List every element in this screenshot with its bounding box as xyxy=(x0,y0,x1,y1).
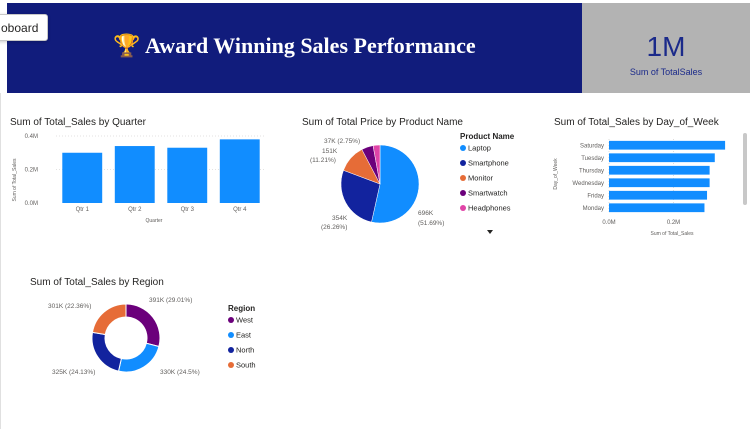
region-legend-marker xyxy=(228,347,234,353)
header-banner: 🏆 Award Winning Sales Performance xyxy=(7,3,582,93)
region-chart[interactable]: 391K (29.01%) 330K (24.5%) 325K (24.13%)… xyxy=(30,288,290,388)
region-label-west: 391K (29.01%) xyxy=(149,297,192,304)
product-legend-marker xyxy=(460,205,466,211)
product-label-monitor: 151K xyxy=(322,148,338,155)
day-xlabel: Sum of Total_Sales xyxy=(651,231,694,237)
product-label-smartphone-pct: (26.26%) xyxy=(321,224,347,231)
region-slice-west xyxy=(125,303,161,348)
product-slice-laptop xyxy=(371,144,420,224)
quarter-bar-qtr-1 xyxy=(62,152,103,203)
quarter-bar-qtr-2 xyxy=(114,146,155,203)
region-slice-north xyxy=(91,331,122,372)
day-ytick: Monday xyxy=(583,206,604,212)
quarter-ytick: 0.4M xyxy=(25,134,38,140)
trophy-icon: 🏆 xyxy=(113,33,141,58)
kpi-card[interactable]: 1M Sum of TotalSales xyxy=(582,3,750,93)
day-ylabel: Day_of_Week xyxy=(553,158,559,190)
day-ytick: Thursday xyxy=(579,168,604,174)
tooltip-text: oboard xyxy=(1,21,39,35)
region-legend-south: South xyxy=(236,361,256,370)
region-label-north: 325K (24.13%) xyxy=(52,369,95,376)
product-legend-marker xyxy=(460,190,466,196)
day-bar-friday xyxy=(609,190,708,200)
quarter-xtick: Qtr 4 xyxy=(233,207,247,213)
region-legend-north: North xyxy=(236,346,254,355)
product-label-laptop-pct: (51.69%) xyxy=(418,220,444,227)
day-xtick: 0.0M xyxy=(602,220,615,226)
product-label-smartphone: 354K xyxy=(332,215,348,222)
scrollbar[interactable] xyxy=(743,133,747,205)
kpi-label: Sum of TotalSales xyxy=(629,67,703,77)
page-border xyxy=(0,93,1,429)
day-ytick: Tuesday xyxy=(581,156,604,162)
product-label-headphones: 37K (2.75%) xyxy=(324,138,360,145)
region-legend-marker xyxy=(228,332,234,338)
region-legend-east: East xyxy=(236,331,252,340)
product-label-laptop: 696K xyxy=(418,210,434,217)
quarter-ylabel: Sum of Total_Sales xyxy=(12,158,18,201)
day-chart-title: Sum of Total_Sales by Day_of_Week xyxy=(554,117,719,128)
quarter-bar-qtr-3 xyxy=(167,147,208,203)
day-chart[interactable]: Day_of_Week Saturday Tuesday Thursday Wedne… xyxy=(552,128,742,240)
region-legend-marker xyxy=(228,362,234,368)
product-legend-smartwatch: Smartwatch xyxy=(468,189,508,198)
quarter-xtick: Qtr 3 xyxy=(181,207,195,213)
quarter-bar-qtr-4 xyxy=(219,139,260,203)
region-legend-marker xyxy=(228,317,234,323)
product-legend-monitor: Monitor xyxy=(468,174,494,183)
product-legend-marker xyxy=(460,175,466,181)
product-chart[interactable]: 37K (2.75%) 151K (11.21%) 354K (26.26%) … xyxy=(300,128,525,243)
product-legend-smartphone: Smartphone xyxy=(468,159,509,168)
product-legend-marker xyxy=(460,145,466,151)
product-legend-marker xyxy=(460,160,466,166)
day-ytick: Wednesday xyxy=(572,181,604,187)
product-slice-headphones xyxy=(372,144,381,185)
page-title: 🏆 Award Winning Sales Performance xyxy=(113,33,476,58)
day-bar-wednesday xyxy=(609,178,710,188)
region-slice-south xyxy=(91,303,127,336)
day-xtick: 0.2M xyxy=(667,220,680,226)
day-ytick: Friday xyxy=(587,193,604,199)
day-bar-tuesday xyxy=(609,153,715,163)
region-legend-title: Region xyxy=(228,304,255,313)
quarter-chart[interactable]: Sum of Total_Sales 0.4M 0.2M 0.0M Qtr 1 Qtr… xyxy=(8,128,270,228)
day-bar-monday xyxy=(609,203,705,213)
tooltip-popup[interactable]: oboard xyxy=(0,14,48,41)
region-slice-east xyxy=(117,342,160,373)
day-bar-saturday xyxy=(609,140,726,150)
product-legend-title: Product Name xyxy=(460,132,515,141)
quarter-chart-title: Sum of Total_Sales by Quarter xyxy=(10,117,146,128)
kpi-value: 1M xyxy=(646,31,686,62)
product-legend-laptop: Laptop xyxy=(468,144,491,153)
day-bar-thursday xyxy=(609,165,710,175)
region-legend-west: West xyxy=(236,316,254,325)
quarter-xtick: Qtr 2 xyxy=(128,207,142,213)
region-label-east: 330K (24.5%) xyxy=(160,369,200,376)
product-legend-headphones: Headphones xyxy=(468,204,511,213)
region-label-south: 301K (22.36%) xyxy=(48,303,91,310)
quarter-ytick: 0.0M xyxy=(25,201,38,207)
region-chart-title: Sum of Total_Sales by Region xyxy=(30,277,164,288)
product-label-monitor-pct: (11.21%) xyxy=(310,157,336,164)
product-chart-title: Sum of Total Price by Product Name xyxy=(302,117,463,128)
day-ytick: Saturday xyxy=(580,143,604,149)
quarter-ytick: 0.2M xyxy=(25,168,38,174)
quarter-xlabel: Quarter xyxy=(146,218,163,224)
product-slice-smartphone xyxy=(340,169,381,223)
quarter-xtick: Qtr 1 xyxy=(76,207,90,213)
chevron-down-icon[interactable] xyxy=(487,230,493,234)
